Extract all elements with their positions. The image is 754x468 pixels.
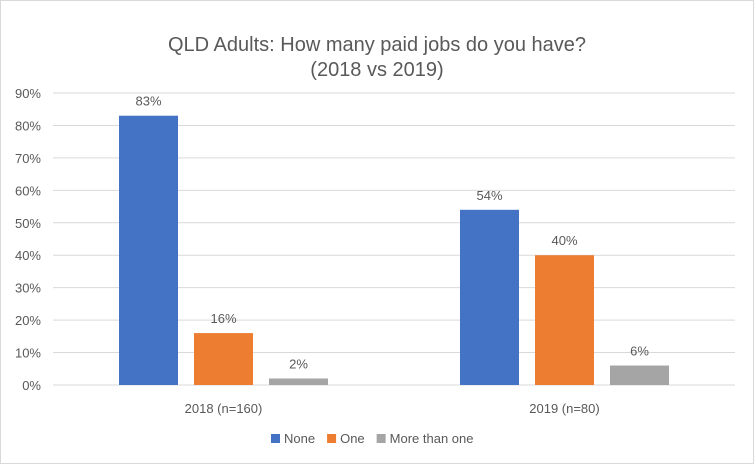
chart-subtitle: (2018 vs 2019) bbox=[310, 59, 443, 81]
bar-one bbox=[535, 255, 594, 385]
data-label: 83% bbox=[135, 94, 161, 109]
data-label: 40% bbox=[551, 233, 577, 248]
bar-none bbox=[460, 209, 519, 385]
bar-none bbox=[119, 115, 178, 385]
legend-label: None bbox=[284, 431, 315, 446]
y-tick-label: 10% bbox=[15, 346, 41, 361]
data-label: 54% bbox=[476, 188, 502, 203]
y-tick-label: 90% bbox=[15, 86, 41, 101]
data-label: 16% bbox=[210, 311, 236, 326]
y-tick-label: 40% bbox=[15, 248, 41, 263]
legend-swatch bbox=[271, 434, 280, 443]
y-tick-label: 70% bbox=[15, 151, 41, 166]
y-tick-label: 60% bbox=[15, 183, 41, 198]
chart-title: QLD Adults: How many paid jobs do you ha… bbox=[168, 34, 586, 56]
bar-more-than-one bbox=[610, 365, 669, 385]
y-tick-label: 50% bbox=[15, 216, 41, 231]
legend-swatch bbox=[327, 434, 337, 443]
x-tick-label: 2018 (n=160) bbox=[185, 401, 263, 416]
legend-label: More than one bbox=[390, 431, 474, 446]
legend-label: One bbox=[340, 431, 365, 446]
y-tick-label: 80% bbox=[15, 118, 41, 133]
y-tick-label: 30% bbox=[15, 281, 41, 296]
legend-swatch bbox=[376, 434, 386, 443]
y-tick-label: 0% bbox=[22, 378, 41, 393]
data-label: 6% bbox=[630, 344, 649, 359]
bar-one bbox=[194, 333, 253, 385]
y-tick-label: 20% bbox=[15, 313, 41, 328]
x-tick-label: 2019 (n=80) bbox=[529, 401, 599, 416]
bar-more-than-one bbox=[269, 378, 328, 385]
data-label: 2% bbox=[289, 357, 308, 372]
